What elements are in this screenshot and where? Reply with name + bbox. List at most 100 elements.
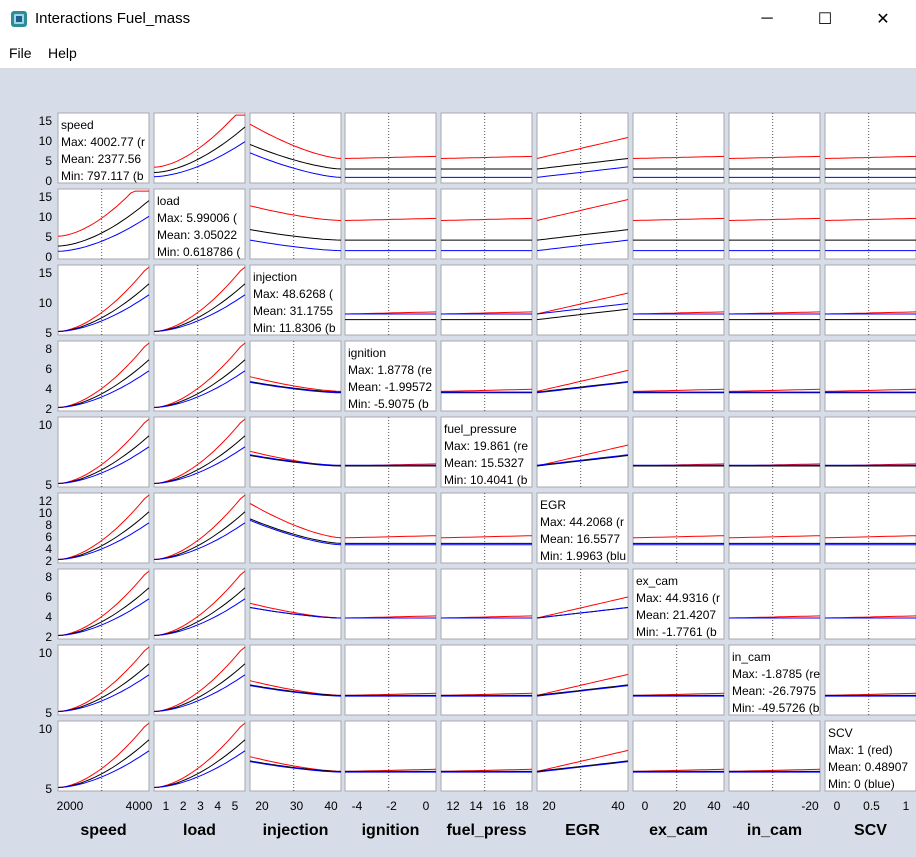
y-tick-label: 10 xyxy=(39,296,53,310)
x-axis-label: injection xyxy=(263,822,329,839)
subplot-injection-fuel_pressure xyxy=(440,264,533,336)
series-line-red xyxy=(153,646,246,712)
series-line-blue xyxy=(536,166,629,178)
series-line-mean xyxy=(249,684,342,696)
series-line-red xyxy=(536,369,629,392)
min-label: Min: 0.618786 ( xyxy=(157,245,240,259)
x-tick-label: 5 xyxy=(232,799,239,813)
series-line-red xyxy=(153,418,246,484)
subplot-ignition-fuel_pressure xyxy=(440,340,533,412)
y-tick-label: 10 xyxy=(39,506,53,520)
min-label: Min: 10.4041 (b xyxy=(444,473,528,487)
series-line-red xyxy=(632,155,725,159)
mean-label: Mean: 2377.56 xyxy=(61,152,141,166)
subplot-ignition-load xyxy=(153,340,246,412)
x-axis-label: EGR xyxy=(565,822,600,839)
menu-help[interactable]: Help xyxy=(48,45,77,61)
subplot-SCV-EGR xyxy=(536,720,629,792)
series-line-blue xyxy=(249,519,342,546)
subplot-speed-fuel_pressure xyxy=(440,112,533,184)
subplot-speed-ex_cam xyxy=(632,112,725,184)
subplot-injection-ignition xyxy=(344,264,437,336)
y-tick-label: 5 xyxy=(45,326,52,340)
series-line-blue xyxy=(536,607,629,619)
mean-label: Mean: 16.5577 xyxy=(540,532,620,546)
menu-file[interactable]: File xyxy=(9,45,32,61)
max-label: Max: 5.99006 ( xyxy=(157,211,237,225)
close-button[interactable]: ✕ xyxy=(876,11,890,28)
x-tick-label: 3 xyxy=(197,799,204,813)
series-line-mean xyxy=(536,381,629,393)
subplot-injection-injection xyxy=(249,264,342,336)
series-line-red xyxy=(728,155,821,159)
title-bar: Interactions Fuel_mass ─ ☐ ✕ xyxy=(0,0,916,38)
subplot-injection-ex_cam xyxy=(632,264,725,336)
y-tick-label: 5 xyxy=(45,230,52,244)
series-line-mean xyxy=(536,158,629,170)
subplot-ignition-in_cam xyxy=(728,340,821,412)
series-line-blue xyxy=(153,674,246,712)
x-axis-label: ex_cam xyxy=(649,822,708,839)
subplot-EGR-in_cam xyxy=(728,492,821,564)
max-label: Max: 4002.77 (r xyxy=(61,135,145,149)
subplot-fuel_pressure-speed xyxy=(57,416,150,488)
series-line-blue xyxy=(57,294,150,332)
y-tick-label: 5 xyxy=(45,478,52,492)
min-label: Min: 0 (blue) xyxy=(828,777,895,791)
x-axis-label: load xyxy=(183,822,216,839)
subplot-SCV-ex_cam xyxy=(632,720,725,792)
series-line-red xyxy=(440,217,533,221)
maximize-button[interactable]: ☐ xyxy=(817,11,833,28)
series-line-blue xyxy=(249,152,342,178)
series-line-mean xyxy=(536,684,629,696)
var-name-label: fuel_pressure xyxy=(444,422,517,436)
subplot-ex_cam-EGR xyxy=(536,568,629,640)
series-line-red xyxy=(728,388,821,392)
x-tick-label: 14 xyxy=(469,799,483,813)
y-tick-label: 4 xyxy=(45,382,52,396)
subplot-EGR-EGR xyxy=(536,492,629,564)
x-tick-label: 0 xyxy=(642,799,649,813)
subplot-fuel_pressure-ignition xyxy=(344,416,437,488)
subplot-in_cam-fuel_pressure xyxy=(440,644,533,716)
minimize-button[interactable]: ─ xyxy=(761,10,773,27)
subplot-EGR-SCV xyxy=(824,492,916,564)
series-line-red xyxy=(536,444,629,467)
series-line-red xyxy=(536,673,629,696)
series-line-blue xyxy=(249,607,342,619)
y-tick-label: 4 xyxy=(45,610,52,624)
subplot-ignition-EGR xyxy=(536,340,629,412)
series-line-red xyxy=(153,570,246,636)
series-line-red xyxy=(57,646,150,712)
subplot-fuel_pressure-load xyxy=(153,416,246,488)
subplot-EGR-injection xyxy=(249,492,342,564)
var-name-label: load xyxy=(157,194,180,208)
subplot-in_cam-EGR xyxy=(536,644,629,716)
subplot-speed-in_cam xyxy=(728,112,821,184)
series-line-red xyxy=(824,217,916,221)
series-line-mean xyxy=(249,229,342,241)
var-name-label: EGR xyxy=(540,498,566,512)
series-line-red xyxy=(536,137,629,159)
series-line-blue xyxy=(153,750,246,788)
mean-label: Mean: 31.1755 xyxy=(253,304,333,318)
subplot-injection-EGR xyxy=(536,264,629,336)
subplot-speed-ignition xyxy=(344,112,437,184)
subplot-ex_cam-ignition xyxy=(344,568,437,640)
x-tick-label: 2000 xyxy=(57,799,84,813)
x-tick-label: 40 xyxy=(611,799,625,813)
series-line-red xyxy=(440,155,533,159)
series-line-mean xyxy=(153,126,246,173)
subplot-ignition-SCV xyxy=(824,340,916,412)
var-name-label: ignition xyxy=(348,346,386,360)
subplot-ex_cam-speed xyxy=(57,568,150,640)
series-line-mean xyxy=(536,229,629,241)
x-tick-label: 20 xyxy=(255,799,269,813)
subplot-ex_cam-in_cam xyxy=(728,568,821,640)
series-line-blue xyxy=(249,685,342,697)
y-tick-label: 15 xyxy=(39,190,53,204)
var-name-label: injection xyxy=(253,270,297,284)
series-line-blue xyxy=(536,381,629,394)
plot-area: speed Max: 4002.77 (r Mean: 2377.56 Min: 79… xyxy=(0,69,916,857)
max-label: Max: 19.861 (re xyxy=(444,439,528,453)
